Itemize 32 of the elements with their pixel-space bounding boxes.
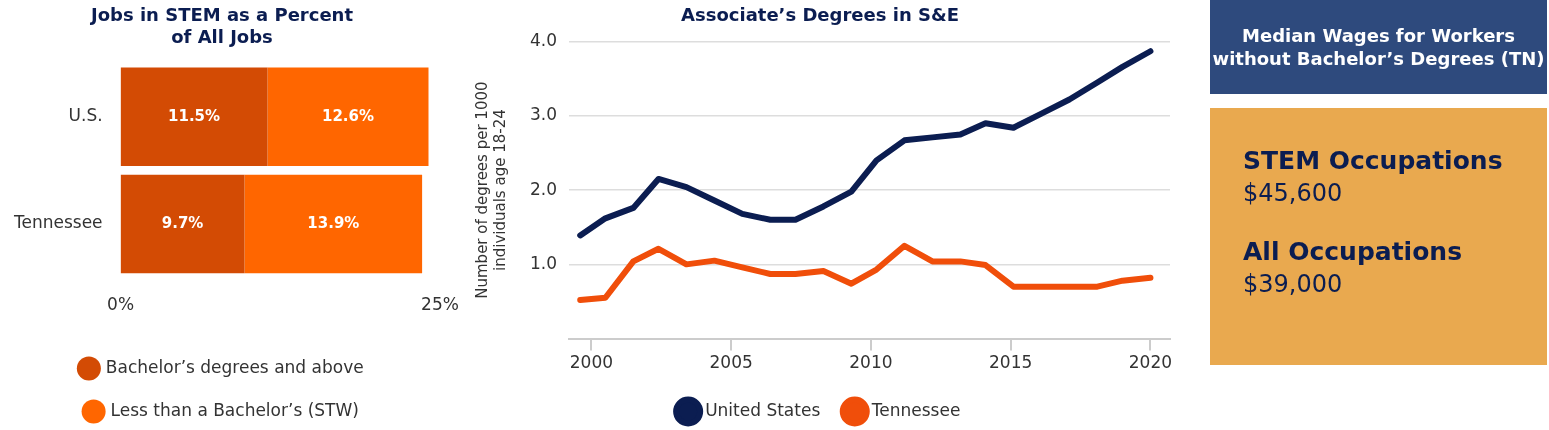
x-tick-label: 2000 (569, 352, 614, 373)
x-tick-label: 25% (421, 294, 459, 315)
text: $45,600 (1243, 179, 1344, 207)
x-tick-label: 2015 (989, 352, 1033, 373)
legend-label: United States (705, 399, 821, 420)
text: 9.7% (161, 213, 204, 232)
text: 11.5% (168, 106, 221, 125)
x-tick-label: 2005 (709, 352, 753, 373)
y-tick-label: 1.0 (529, 252, 558, 273)
text: 12.6% (321, 106, 375, 125)
x-tick-label: 2010 (849, 352, 893, 373)
legend-label: Bachelor’s degrees and above (105, 356, 364, 377)
bar (120, 174, 245, 274)
x-tick-label: 0% (107, 294, 135, 315)
y-tick-label: U.S. (68, 105, 103, 126)
bar (244, 174, 423, 274)
text: All Occupations (1243, 237, 1464, 266)
bar (120, 67, 268, 167)
y-axis-title: Number of degrees per 1000 individuals age 18-24 (472, 81, 509, 299)
chart-title: Jobs in STEM as a Percent of All Jobs (88, 4, 354, 48)
text: 13.9% (307, 213, 360, 232)
y-tick-label: 2.0 (529, 178, 558, 199)
x-tick-label: 2020 (1128, 352, 1173, 373)
legend-label: Less than a Bachelor’s (STW) (110, 399, 359, 420)
bar (267, 67, 429, 167)
text: $39,000 (1243, 270, 1344, 298)
text: STEM Occupations (1243, 146, 1504, 175)
legend-label: Tennessee (870, 399, 961, 420)
y-tick-label: 3.0 (529, 104, 558, 125)
y-tick-label: 4.0 (529, 30, 558, 51)
text: Median Wages for Workers without Bachelor’s Degrees (TN) (1210, 0, 1547, 94)
chart-title: Associate’s Degrees in S&E (681, 4, 959, 26)
